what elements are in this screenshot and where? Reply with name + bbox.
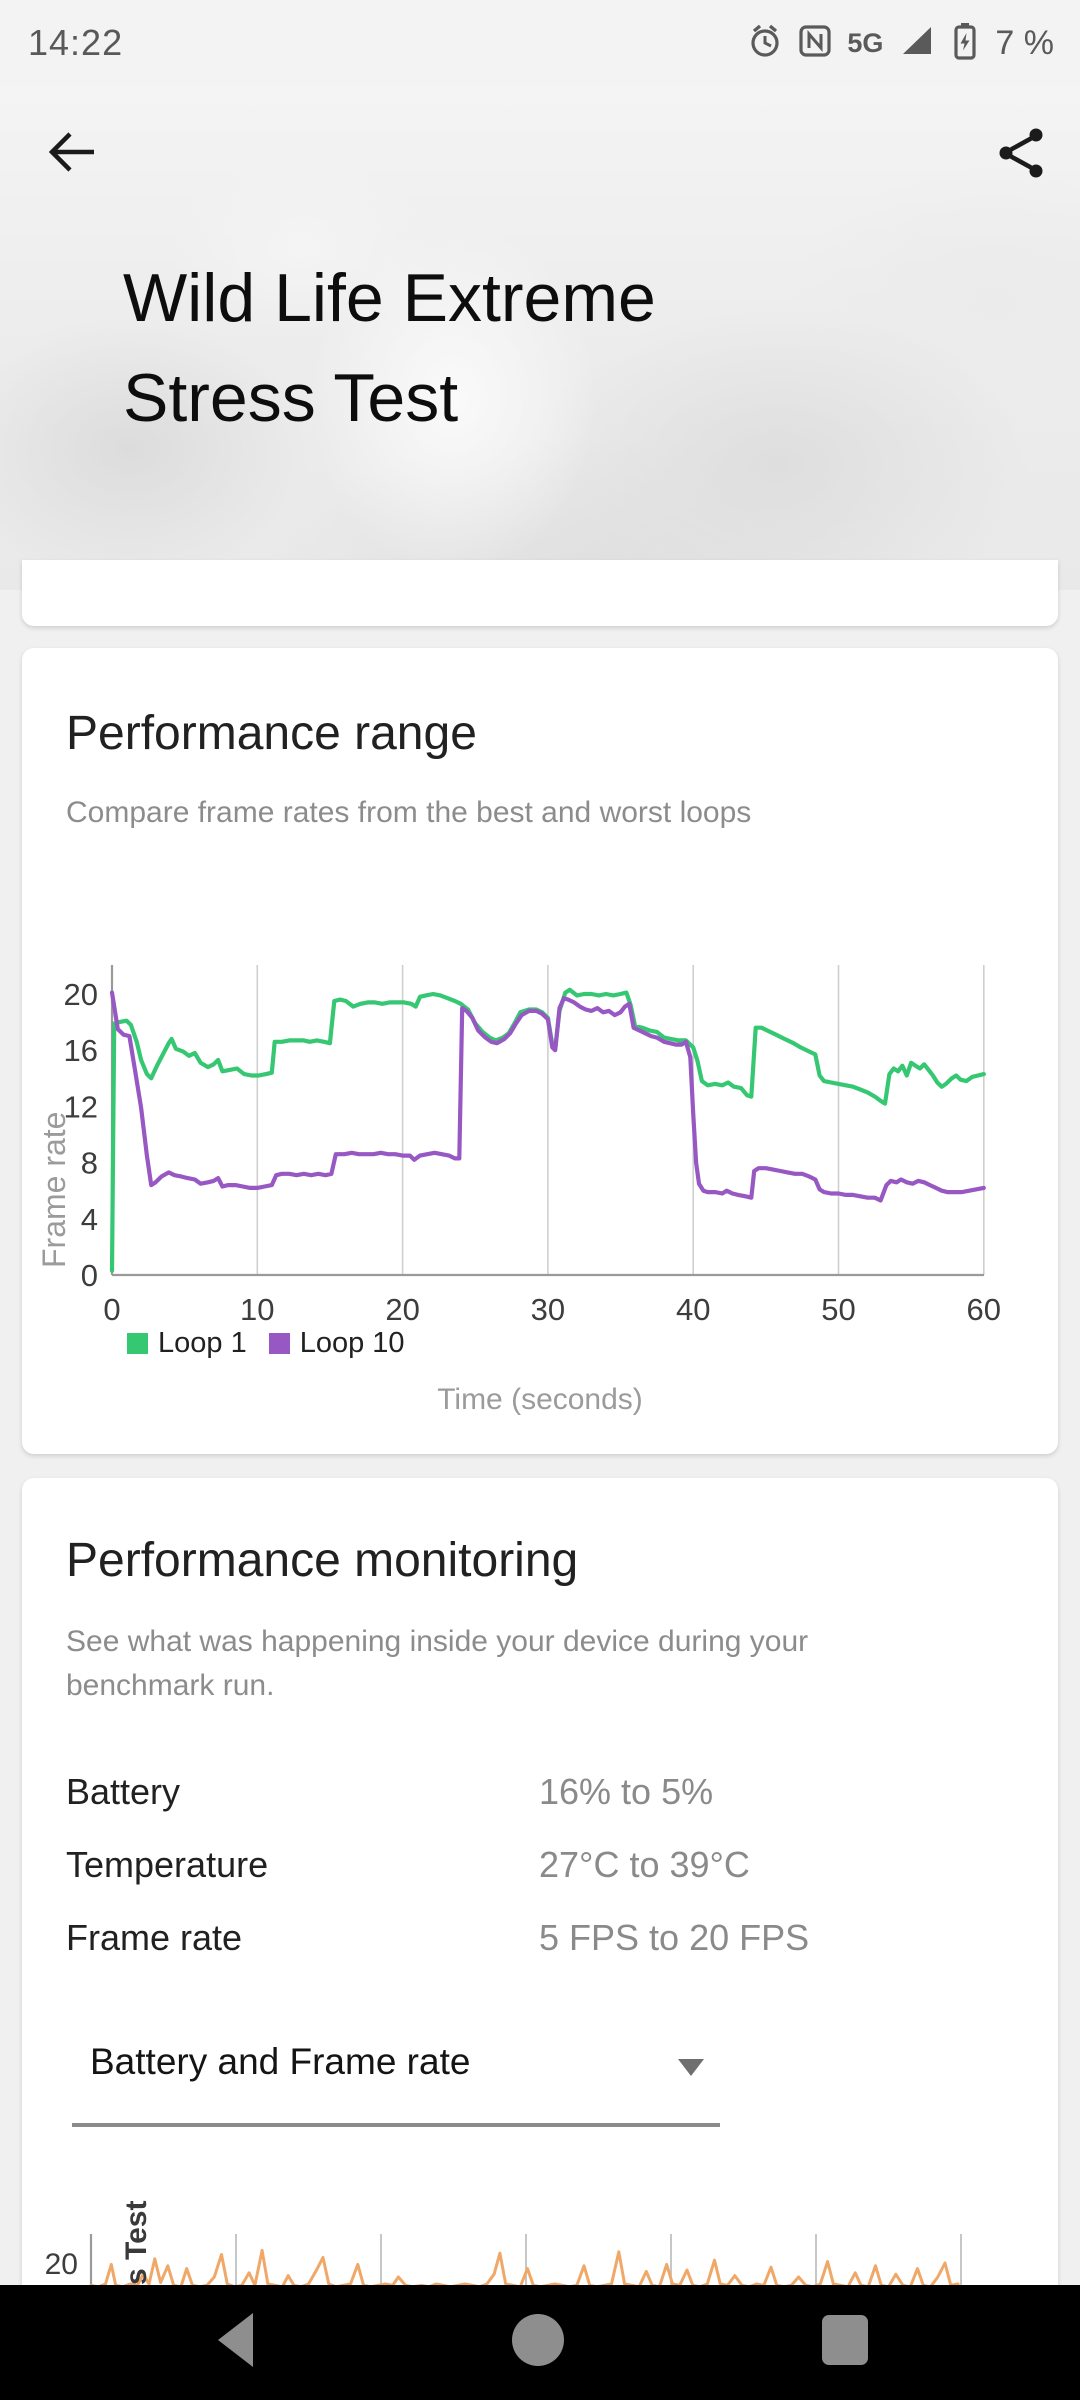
performance-monitoring-card: Performance monitoring See what was happ… bbox=[22, 1478, 1058, 2398]
svg-text:20: 20 bbox=[64, 977, 98, 1012]
back-button[interactable] bbox=[44, 126, 100, 178]
nav-recents-icon bbox=[821, 2314, 869, 2371]
nav-recents-button[interactable] bbox=[770, 2285, 920, 2400]
status-bar: 14:22 5G bbox=[0, 0, 1080, 86]
status-icons: 5G 7 % bbox=[747, 20, 1054, 67]
legend-swatch-loop1 bbox=[127, 1333, 148, 1354]
performance-monitoring-subtitle: See what was happening inside your devic… bbox=[66, 1620, 808, 1708]
svg-text:0: 0 bbox=[103, 1292, 120, 1327]
monitor-row-battery: Battery 16% to 5% bbox=[66, 1771, 1014, 1813]
monitor-row-label: Battery bbox=[66, 1771, 181, 1812]
page-title-line1: Wild Life Extreme bbox=[123, 260, 656, 336]
monitor-row-label: Temperature bbox=[66, 1844, 269, 1885]
previous-card-bottom-edge bbox=[22, 560, 1058, 626]
svg-text:20: 20 bbox=[385, 1292, 419, 1327]
header-banner: Wild Life Extreme Stress Test bbox=[0, 86, 1080, 590]
back-arrow-icon bbox=[44, 132, 100, 182]
svg-text:8: 8 bbox=[81, 1146, 98, 1181]
performance-range-card: Performance range Compare frame rates fr… bbox=[22, 648, 1058, 1454]
nfc-icon bbox=[797, 23, 833, 64]
svg-text:40: 40 bbox=[676, 1292, 710, 1327]
x-axis-label-time: Time (seconds) bbox=[437, 1383, 643, 1416]
page-title: Wild Life Extreme Stress Test bbox=[123, 248, 656, 448]
battery-percent-text: 7 % bbox=[995, 23, 1054, 62]
android-navigation-bar bbox=[0, 2285, 1080, 2400]
monitor-row-value: 27°C to 39°C bbox=[539, 1844, 750, 1885]
metric-select-dropdown[interactable]: Battery and Frame rate bbox=[66, 2033, 726, 2133]
chart-legend: Loop 1 Loop 10 bbox=[127, 1327, 427, 1360]
legend-swatch-loop10 bbox=[268, 1333, 290, 1354]
legend-label-loop10: Loop 10 bbox=[299, 1327, 405, 1359]
status-clock: 14:22 bbox=[28, 22, 124, 63]
monitoring-chart-y-axis-label: s Test bbox=[120, 2200, 153, 2285]
signal-icon bbox=[899, 24, 935, 63]
svg-text:0: 0 bbox=[81, 1258, 98, 1293]
performance-range-title: Performance range bbox=[66, 707, 477, 760]
network-type-label: 5G bbox=[847, 27, 884, 58]
monitoring-chart-partial: 20 bbox=[45, 2234, 962, 2285]
svg-text:30: 30 bbox=[531, 1292, 565, 1327]
y-axis-label-frame-rate: Frame rate bbox=[36, 1111, 72, 1268]
performance-monitoring-title: Performance monitoring bbox=[66, 1534, 579, 1587]
svg-text:50: 50 bbox=[821, 1292, 855, 1327]
nav-back-icon bbox=[213, 2312, 257, 2373]
page-title-line2: Stress Test bbox=[123, 360, 459, 436]
svg-text:10: 10 bbox=[240, 1292, 274, 1327]
share-icon bbox=[996, 128, 1048, 184]
svg-text:20: 20 bbox=[45, 2248, 78, 2281]
nav-home-icon bbox=[511, 2313, 565, 2372]
dropdown-underline bbox=[72, 2123, 720, 2127]
legend-label-loop1: Loop 1 bbox=[158, 1327, 247, 1359]
dropdown-selected-value: Battery and Frame rate bbox=[90, 2041, 471, 2082]
svg-text:60: 60 bbox=[967, 1292, 1001, 1327]
monitor-row-temperature: Temperature 27°C to 39°C bbox=[66, 1844, 1014, 1886]
monitor-row-value: 5 FPS to 20 FPS bbox=[539, 1917, 810, 1958]
share-button[interactable] bbox=[996, 126, 1048, 180]
subtitle-line1: See what was happening inside your devic… bbox=[66, 1625, 809, 1658]
nav-home-button[interactable] bbox=[463, 2285, 613, 2400]
alarm-icon bbox=[747, 22, 783, 65]
svg-text:4: 4 bbox=[81, 1202, 98, 1237]
monitor-row-value: 16% to 5% bbox=[539, 1771, 714, 1812]
svg-text:12: 12 bbox=[64, 1089, 98, 1124]
nav-back-button[interactable] bbox=[160, 2285, 310, 2400]
subtitle-line2: benchmark run. bbox=[66, 1669, 275, 1702]
monitor-row-frame-rate: Frame rate 5 FPS to 20 FPS bbox=[66, 1917, 1014, 1959]
chevron-down-icon bbox=[678, 2059, 704, 2076]
performance-range-subtitle: Compare frame rates from the best and wo… bbox=[66, 796, 752, 829]
battery-icon bbox=[949, 20, 981, 67]
monitor-row-label: Frame rate bbox=[66, 1917, 243, 1958]
performance-range-chart: 0 10 20 30 40 50 60 0 4 8 12 16 20 bbox=[64, 965, 1001, 1327]
svg-text:16: 16 bbox=[64, 1033, 98, 1068]
